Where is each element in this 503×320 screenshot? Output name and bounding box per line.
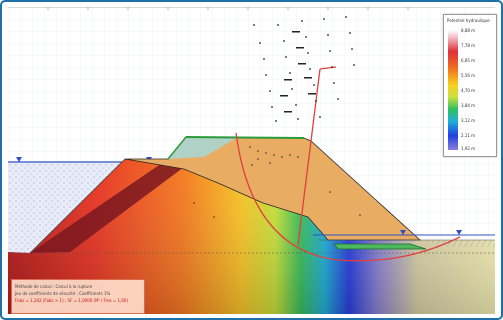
legend-value: 6,85 m	[461, 58, 476, 63]
upstream-shell	[30, 159, 184, 253]
slip-circle[interactable]	[235, 66, 461, 262]
legend-value: 8,88 m	[461, 28, 476, 33]
legend-value: 2,11 m	[461, 133, 476, 138]
legend-value: 4,70 m	[461, 88, 476, 93]
legend-color-scale	[448, 30, 458, 150]
calculation-info-box: Méthode de calcul : Calcul à la rupture …	[11, 279, 145, 314]
calc-method-text: Méthode de calcul : Calcul à la rupture	[15, 284, 93, 289]
hydraulic-potential-legend[interactable]: Potentiel hydraulique 8,88 m 7,78 m 6,85…	[443, 14, 497, 157]
legend-value: 3,12 m	[461, 118, 476, 123]
safety-factor-text: Fobs = 1,202 (Fobs > 1) ; SF = 1,0000 (M…	[15, 298, 129, 303]
downstream-hatch-zone	[420, 240, 495, 247]
legend-value: 3,84 m	[461, 103, 476, 108]
safety-set-text: Jeu de coefficients de sécurité : Coeffi…	[15, 291, 111, 296]
top-ruler	[8, 7, 495, 10]
downstream-drain	[313, 230, 495, 250]
layer-boundaries	[8, 158, 495, 254]
legend-value: 1,92 m	[461, 146, 476, 151]
embankment-points	[193, 146, 361, 218]
cross-section-canvas[interactable]	[8, 7, 495, 314]
legend-value: 7,78 m	[461, 43, 476, 48]
legend-value: 5,56 m	[461, 73, 476, 78]
legend-title: Potentiel hydraulique	[447, 18, 490, 23]
search-grid-points	[253, 16, 355, 122]
